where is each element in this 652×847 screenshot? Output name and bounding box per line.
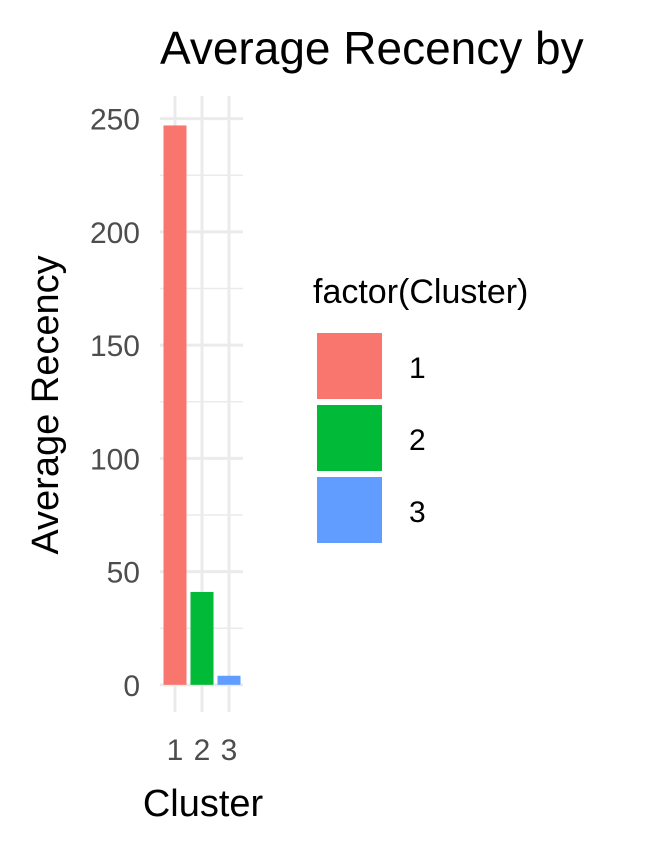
bar-cluster-2 (190, 591, 214, 685)
y-tick-label: 100 (90, 443, 140, 476)
legend-key-1 (317, 333, 382, 399)
legend-key-3 (317, 477, 382, 543)
y-tick-label: 150 (90, 330, 140, 363)
x-tick-label: 2 (194, 734, 211, 767)
legend-label: 1 (409, 352, 426, 385)
legend-label: 3 (409, 496, 426, 529)
chart-title: Average Recency by (160, 22, 584, 74)
legend-label: 2 (409, 424, 426, 457)
y-tick-label: 0 (123, 670, 140, 703)
x-axis-title: Cluster (143, 783, 264, 825)
legend-key-2 (317, 405, 382, 471)
bar-cluster-1 (163, 125, 187, 685)
y-axis-title: Average Recency (25, 255, 67, 554)
x-tick-label: 1 (167, 734, 184, 767)
y-tick-label: 200 (90, 217, 140, 250)
y-tick-label: 250 (90, 104, 140, 137)
y-tick-label: 50 (107, 557, 140, 590)
bar-cluster-3 (217, 675, 241, 685)
x-tick-label: 3 (221, 734, 238, 767)
legend: factor(Cluster) 1 2 3 (313, 273, 528, 543)
legend-title: factor(Cluster) (313, 273, 528, 311)
bars (163, 125, 241, 685)
y-axis-ticks: 0 50 100 150 200 250 (90, 104, 140, 703)
